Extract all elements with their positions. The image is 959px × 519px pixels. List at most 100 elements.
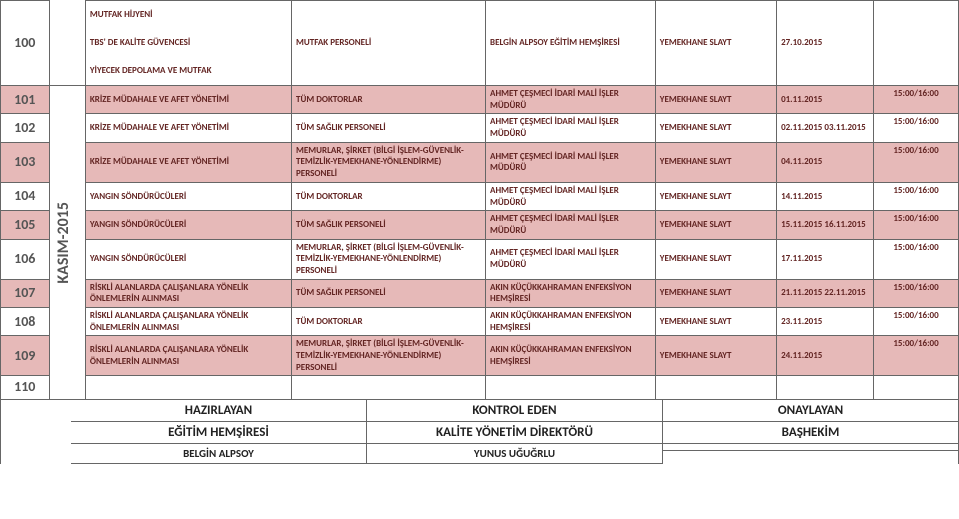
cell-who: TÜM SAĞLIK PERSONELİ [292,114,486,142]
cell-time: 15:00/16:00 [874,86,959,114]
cell-date: 04.11.2015 [777,142,874,182]
cell-pres: AKIN KÜÇÜKKAHRAMAN ENFEKSİYON HEMŞİRESİ [486,336,656,376]
footer-checked-name: YUNUS UĞUĞRLU [367,444,662,464]
table-row: 101KASIM-2015KRİZE MÜDAHALE VE AFET YÖNE… [1,86,959,114]
main-table: 100 MUTFAK HİJYENİ MUTFAK PERSONELİ BELG… [0,0,959,400]
cell-who: TÜM DOKTORLAR [292,86,486,114]
cell-where: YEMEKHANE SLAYT [655,279,776,307]
cell-topic: KRİZE MÜDAHALE VE AFET YÖNETİMİ [85,142,291,182]
footer-checked-role: KALİTE YÖNETİM DİREKTÖRÜ [367,422,662,444]
table-row: 108 RİSKLİ ALANLARDA ÇALIŞANLARA YÖNELİK … [1,308,959,336]
cell-time: 15:00/16:00 [874,308,959,336]
cell-time: 15:00/16:00 [874,114,959,142]
row-number: 107 [1,279,50,307]
cell-where: YEMEKHANE SLAYT [655,336,776,376]
cell-where: YEMEKHANE SLAYT [655,114,776,142]
footer-col-prepared: HAZIRLAYAN EĞİTİM HEMŞİRESİ BELGİN ALPSO… [71,400,367,464]
footer-checked-title: KONTROL EDEN [367,400,662,422]
footer-prepared-title: HAZIRLAYAN [71,400,366,422]
header-spacer [49,1,85,86]
header-row-top: 100 MUTFAK HİJYENİ MUTFAK PERSONELİ BELG… [1,1,959,30]
cell-who: MEMURLAR, ŞİRKET (BİLGİ İŞLEM-GÜVENLİK-T… [292,239,486,279]
cell-pres: AHMET ÇEŞMECİ İDARİ MALİ İŞLER MÜDÜRÜ [486,114,656,142]
row-number: 100 [1,1,50,86]
cell-topic: YANGIN SÖNDÜRÜCÜLERİ [85,182,291,210]
cell-who: MEMURLAR, ŞİRKET (BİLGİ İŞLEM-GÜVENLİK-T… [292,142,486,182]
cell-topic: YANGIN SÖNDÜRÜCÜLERİ [85,239,291,279]
cell-date: 01.11.2015 [777,86,874,114]
header-topic-l3: YİYECEK DEPOLAMA VE MUTFAK [85,57,291,86]
cell-empty [85,376,291,399]
cell-date: 23.11.2015 [777,308,874,336]
cell-empty [486,376,656,399]
cell-topic: YANGIN SÖNDÜRÜCÜLERİ [85,211,291,239]
row-number: 110 [1,376,50,399]
table-row: 109RİSKLİ ALANLARDA ÇALIŞANLARA YÖNELİK … [1,336,959,376]
cell-topic: KRİZE MÜDAHALE VE AFET YÖNETİMİ [85,114,291,142]
footer-prepared-role: EĞİTİM HEMŞİRESİ [71,422,366,444]
cell-who: TÜM SAĞLIK PERSONELİ [292,279,486,307]
cell-time: 15:00/16:00 [874,182,959,210]
cell-topic: RİSKLİ ALANLARDA ÇALIŞANLARA YÖNELİK ÖNL… [85,336,291,376]
cell-empty [655,376,776,399]
row-number: 108 [1,308,50,336]
cell-topic: RİSKLİ ALANLARDA ÇALIŞANLARA YÖNELİK ÖNL… [85,308,291,336]
cell-empty [874,376,959,399]
cell-date: 24.11.2015 [777,336,874,376]
footer: HAZIRLAYAN EĞİTİM HEMŞİRESİ BELGİN ALPSO… [0,400,959,464]
month-label: KASIM-2015 [49,86,85,400]
cell-time: 15:00/16:00 [874,336,959,376]
training-plan-table: 100 MUTFAK HİJYENİ MUTFAK PERSONELİ BELG… [0,0,959,519]
header-where: YEMEKHANE SLAYT [655,1,776,86]
cell-who: TÜM DOKTORLAR [292,308,486,336]
row-number: 105 [1,211,50,239]
cell-date: 21.11.2015 22.11.2015 [777,279,874,307]
header-presenter: BELGİN ALPSOY EĞİTİM HEMŞİRESİ [486,1,656,86]
cell-date: 14.11.2015 [777,182,874,210]
row-number: 104 [1,182,50,210]
cell-pres: AHMET ÇEŞMECİ İDARİ MALİ İŞLER MÜDÜRÜ [486,86,656,114]
cell-who: MEMURLAR, ŞİRKET (BİLGİ İŞLEM-GÜVENLİK-T… [292,336,486,376]
cell-pres: AHMET ÇEŞMECİ İDARİ MALİ İŞLER MÜDÜRÜ [486,182,656,210]
cell-who: TÜM SAĞLIK PERSONELİ [292,211,486,239]
table-row: 107 RİSKLİ ALANLARDA ÇALIŞANLARA YÖNELİK … [1,279,959,307]
cell-where: YEMEKHANE SLAYT [655,142,776,182]
cell-time: 15:00/16:00 [874,279,959,307]
footer-col-checked: KONTROL EDEN KALİTE YÖNETİM DİREKTÖRÜ YU… [367,400,663,464]
cell-who: TÜM DOKTORLAR [292,182,486,210]
footer-approved-role: BAŞHEKİM [663,422,958,444]
header-topic-l1: MUTFAK HİJYENİ [85,1,291,30]
cell-topic: RİSKLİ ALANLARDA ÇALIŞANLARA YÖNELİK ÖNL… [85,279,291,307]
cell-pres: AHMET ÇEŞMECİ İDARİ MALİ İŞLER MÜDÜRÜ [486,239,656,279]
cell-where: YEMEKHANE SLAYT [655,211,776,239]
cell-date: 02.11.2015 03.11.2015 [777,114,874,142]
footer-prepared-name: BELGİN ALPSOY [71,444,366,464]
cell-time: 15:00/16:00 [874,142,959,182]
cell-empty [292,376,486,399]
header-time [874,1,959,86]
row-number: 106 [1,239,50,279]
cell-where: YEMEKHANE SLAYT [655,308,776,336]
footer-col-approved: ONAYLAYAN BAŞHEKİM [663,400,958,464]
table-row: 102 KRİZE MÜDAHALE VE AFET YÖNETİMİTÜM SA… [1,114,959,142]
cell-topic: KRİZE MÜDAHALE VE AFET YÖNETİMİ [85,86,291,114]
table-row: 104 YANGIN SÖNDÜRÜCÜLERİTÜM DOKTORLARAHME… [1,182,959,210]
header-who: MUTFAK PERSONELİ [292,1,486,86]
cell-pres: AHMET ÇEŞMECİ İDARİ MALİ İŞLER MÜDÜRÜ [486,211,656,239]
row-number: 101 [1,86,50,114]
cell-empty [777,376,874,399]
table-row: 106 YANGIN SÖNDÜRÜCÜLERİMEMURLAR, ŞİRKET … [1,239,959,279]
cell-where: YEMEKHANE SLAYT [655,86,776,114]
header-date: 27.10.2015 [777,1,874,86]
cell-pres: AKIN KÜÇÜKKAHRAMAN ENFEKSİYON HEMŞİRESİ [486,279,656,307]
table-row: 103 KRİZE MÜDAHALE VE AFET YÖNETİMİMEMURL… [1,142,959,182]
row-number: 103 [1,142,50,182]
row-number: 102 [1,114,50,142]
footer-approved-name [663,444,958,451]
header-topic-l2: TBS' DE KALİTE GÜVENCESİ [85,29,291,57]
cell-time: 15:00/16:00 [874,211,959,239]
footer-approved-title: ONAYLAYAN [663,400,958,422]
table-row: 105 YANGIN SÖNDÜRÜCÜLERİTÜM SAĞLIK PERSON… [1,211,959,239]
cell-date: 17.11.2015 [777,239,874,279]
cell-pres: AHMET ÇEŞMECİ İDARİ MALİ İŞLER MÜDÜRÜ [486,142,656,182]
